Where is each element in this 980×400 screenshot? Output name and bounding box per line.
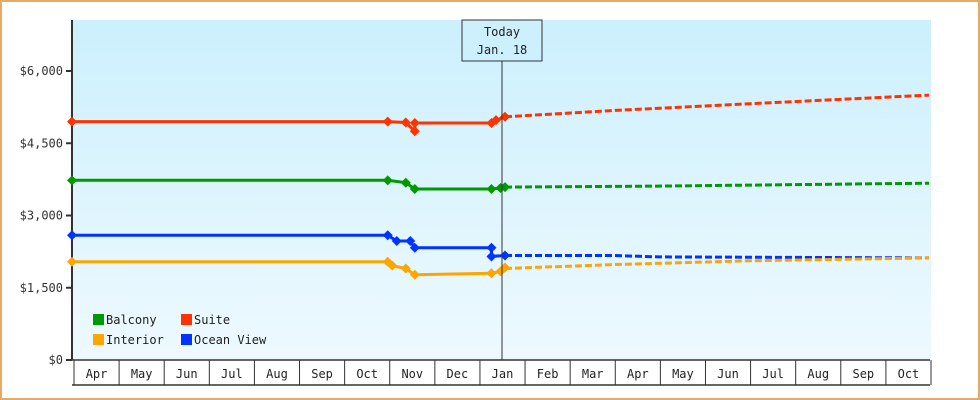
today-date: Jan. 18: [477, 43, 528, 57]
month-label: Mar: [582, 367, 604, 381]
data-point: [382, 230, 393, 241]
data-point: [409, 184, 420, 195]
month-label: May: [131, 367, 153, 381]
series-interior: [67, 256, 930, 280]
legend-swatch: [93, 334, 104, 345]
data-point: [400, 263, 411, 274]
data-point: [67, 230, 77, 241]
series-lines: [67, 93, 930, 280]
month-label: Apr: [86, 367, 108, 381]
x-axis: Apr May Jun Jul Aug Sep Oct Nov Dec Jan Feb Mar Apr M…: [72, 359, 932, 386]
month-label: Jul: [762, 367, 784, 381]
month-label: Jun: [717, 367, 739, 381]
month-label: Dec: [447, 367, 469, 381]
legend-item-ocean-view: Ocean View: [181, 333, 267, 347]
data-point: [409, 118, 420, 129]
today-marker: Today Jan. 18: [461, 19, 543, 360]
legend-item-suite: Suite: [181, 313, 230, 327]
month-label: Jan: [492, 367, 514, 381]
series-balcony: [67, 175, 930, 195]
legend-item-interior: Interior: [93, 333, 164, 347]
month-label: Aug: [266, 367, 288, 381]
y-axis: $0 $1,500 $3,000 $4,500 $6,000: [20, 20, 73, 367]
data-point: [400, 177, 411, 188]
month-label: Sep: [852, 367, 874, 381]
month-label: Nov: [401, 367, 423, 381]
data-point: [387, 260, 398, 271]
legend-swatch: [181, 334, 192, 345]
month-label: Sep: [311, 367, 333, 381]
data-point: [382, 175, 393, 186]
today-label: Today: [484, 25, 520, 39]
data-point: [67, 116, 77, 127]
data-point: [409, 269, 420, 280]
month-label: Oct: [898, 367, 920, 381]
month-label: Jul: [221, 367, 243, 381]
data-point: [409, 126, 420, 137]
month-label: Aug: [807, 367, 829, 381]
month-label: May: [672, 367, 694, 381]
data-point: [486, 242, 497, 253]
month-label: Apr: [627, 367, 649, 381]
legend-swatch: [93, 314, 104, 325]
y-tick-label: $3,000: [20, 209, 63, 223]
y-tick-label: $0: [49, 353, 63, 367]
legend-label: Interior: [106, 333, 164, 347]
legend-swatch: [181, 314, 192, 325]
y-tick-label: $4,500: [20, 136, 63, 150]
series-ocean-view: [67, 230, 930, 262]
data-point: [382, 116, 393, 127]
data-point: [409, 242, 420, 253]
data-point: [67, 175, 77, 186]
data-point: [486, 251, 497, 262]
y-tick-label: $6,000: [20, 64, 63, 78]
legend-item-balcony: Balcony: [93, 313, 157, 327]
month-label: Oct: [356, 367, 378, 381]
legend-label: Ocean View: [194, 333, 267, 347]
legend-label: Balcony: [106, 313, 157, 327]
data-point: [486, 184, 497, 195]
legend: Balcony Suite Interior Ocean View: [93, 313, 267, 347]
legend-label: Suite: [194, 313, 230, 327]
y-tick-label: $1,500: [20, 281, 63, 295]
month-label: Jun: [176, 367, 198, 381]
month-label: Feb: [537, 367, 559, 381]
data-point: [391, 236, 402, 247]
data-point: [67, 256, 77, 267]
data-point: [400, 117, 411, 128]
data-point: [490, 115, 501, 126]
data-point: [486, 268, 497, 279]
series-suite: [67, 93, 930, 137]
data-point: [405, 236, 416, 247]
